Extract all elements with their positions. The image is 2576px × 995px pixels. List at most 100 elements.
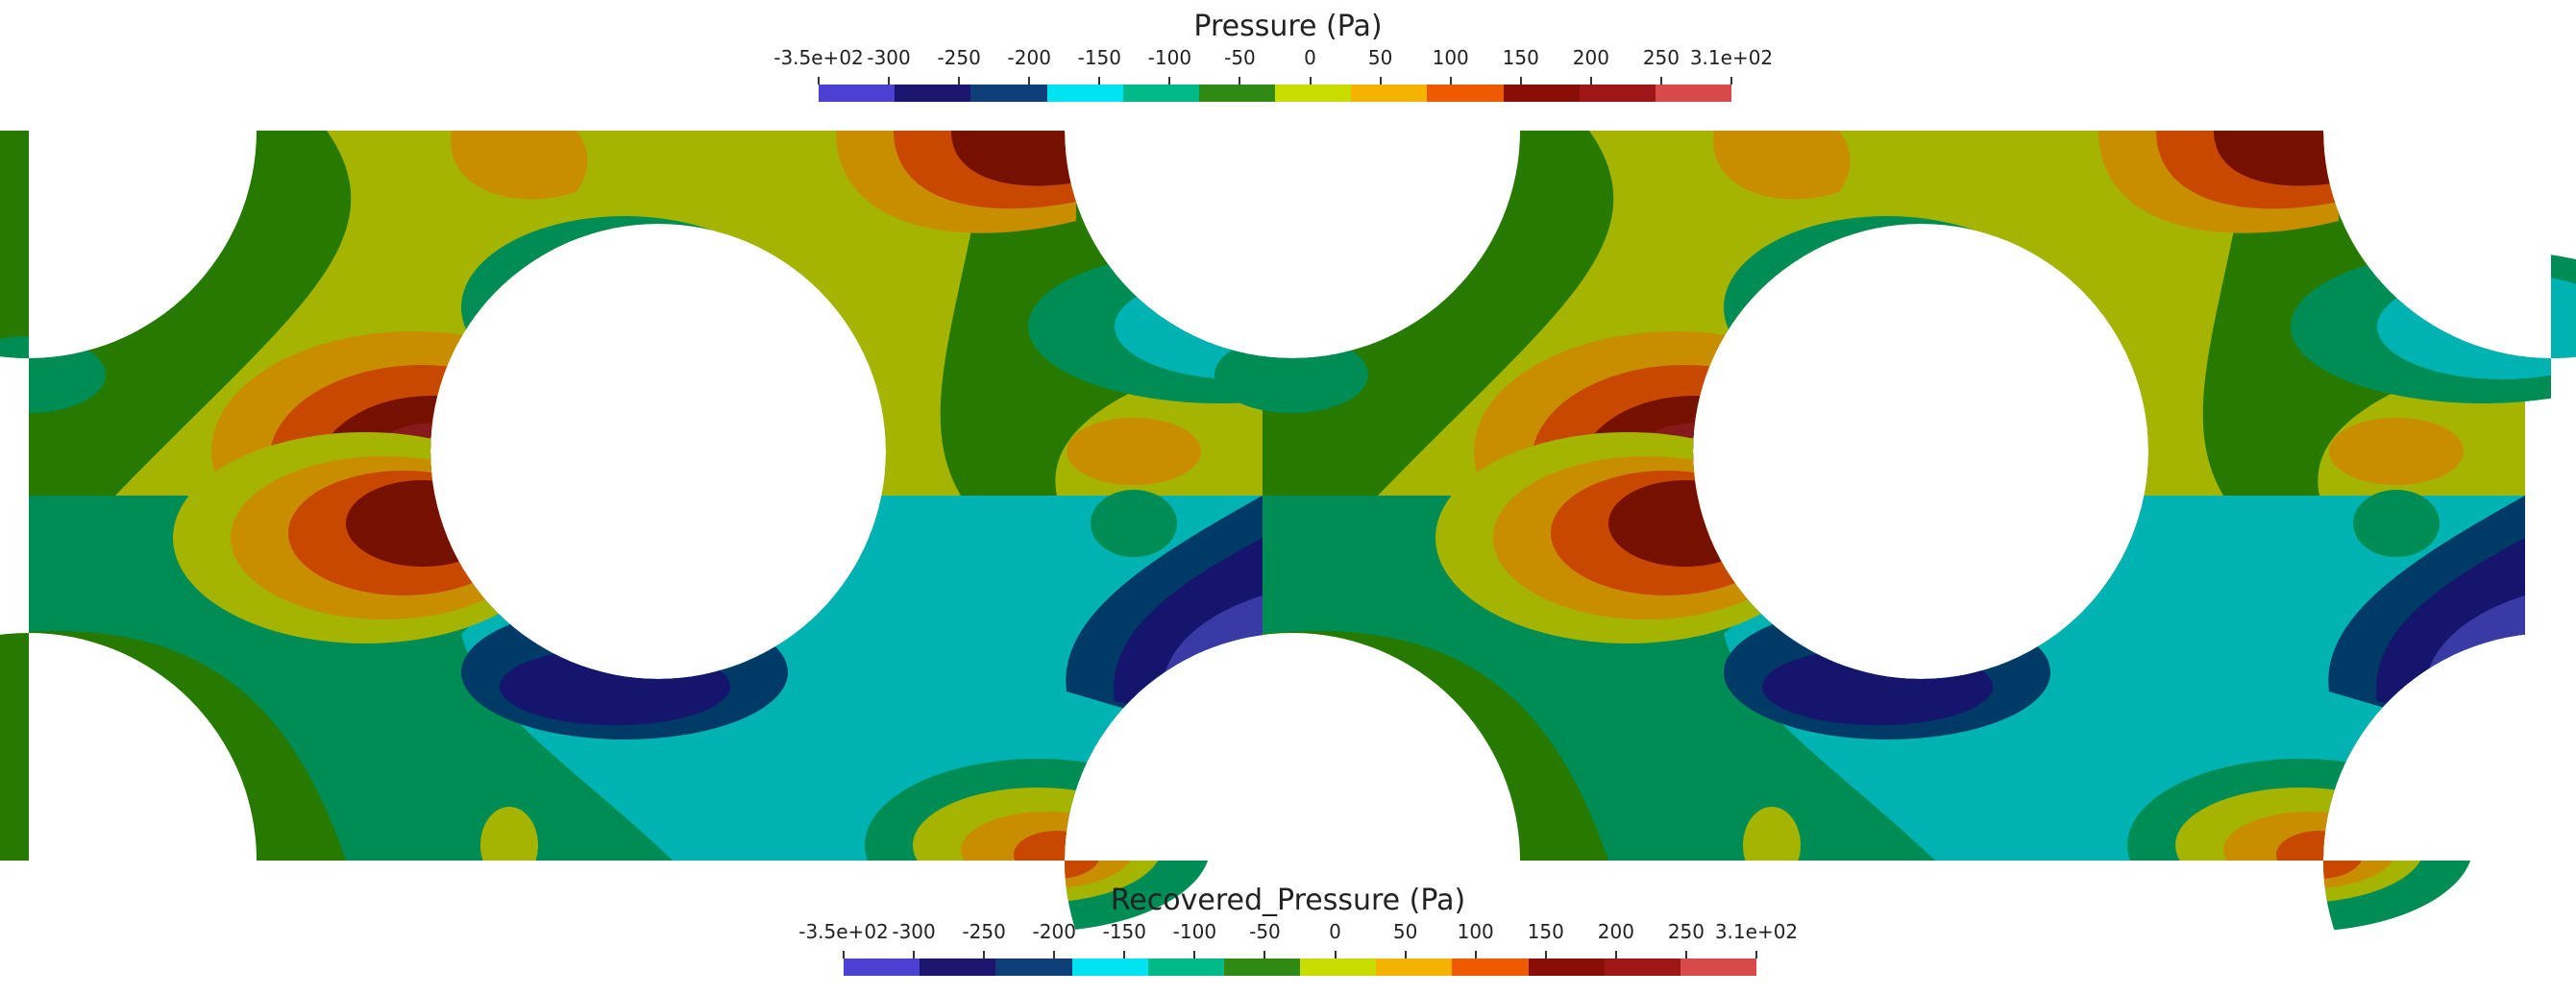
upper-teal-left xyxy=(1214,336,1368,413)
bottom-legend-tick-mark xyxy=(1053,951,1056,959)
top-colorbar xyxy=(819,85,1732,102)
bottom-colorbar-segment xyxy=(844,959,920,976)
bottom-colorbar-segment xyxy=(1452,959,1529,976)
top-legend-tick-mark xyxy=(1519,77,1522,85)
top-legend-tick-mark xyxy=(1659,77,1662,85)
top-colorbar-segment xyxy=(1655,85,1732,102)
lower-olive-spot xyxy=(1743,807,1801,884)
lower-teal-small xyxy=(1091,490,1177,557)
bottom-colorbar-segment xyxy=(1376,959,1453,976)
bottom-colorbar-segment xyxy=(1604,959,1681,976)
bottom-legend-tick-label: -300 xyxy=(892,920,936,943)
bottom-legend-tick-mark xyxy=(1193,951,1196,959)
upper-darkred-right xyxy=(951,131,1076,186)
bottom-legend-tick-label: 200 xyxy=(1597,920,1634,943)
bottom-legend-tick-label: 3.1e+02 xyxy=(1714,920,1799,943)
lower-hotspot-darkred xyxy=(346,480,500,567)
top-legend-tick-label: -300 xyxy=(867,46,911,69)
top-legend-tick-mark xyxy=(1168,77,1171,85)
top-colorbar-segment xyxy=(1046,85,1123,102)
bottom-legend-tick-label: 150 xyxy=(1527,920,1564,943)
top-colorbar-segment xyxy=(895,85,971,102)
top-legend-tick-mark xyxy=(1379,77,1382,85)
bottom-legend-tick-label: 100 xyxy=(1457,920,1494,943)
top-legend-tick-mark xyxy=(1239,77,1241,85)
bottom-legend-title: Recovered_Pressure (Pa) xyxy=(1110,884,1466,917)
top-legend-tick-label: 200 xyxy=(1572,46,1609,69)
top-colorbar-segment xyxy=(1503,85,1580,102)
bottom-colorbar-segment xyxy=(995,959,1072,976)
top-legend-tick-label: 150 xyxy=(1502,46,1539,69)
lower-orange-bottom xyxy=(1014,831,1100,879)
lower-indigo-arc xyxy=(1762,648,1993,725)
bottom-legend-tick-mark xyxy=(843,951,845,959)
lower-orange-bottom xyxy=(2276,831,2363,879)
bottom-colorbar-segment xyxy=(1223,959,1301,976)
bottom-legend-tick-mark xyxy=(1614,951,1617,959)
lower-olive-spot xyxy=(480,807,538,884)
upper-gold-top xyxy=(1713,131,1851,200)
bottom-legend-tick-label: -3.5e+02 xyxy=(798,920,889,943)
bottom-legend-tick-mark xyxy=(1263,951,1266,959)
top-legend-tick-label: -100 xyxy=(1147,46,1192,69)
top-legend-tick-label: 250 xyxy=(1642,46,1681,69)
top-legend-tick-label: -250 xyxy=(937,46,981,69)
bottom-legend-tick-label: 250 xyxy=(1667,920,1705,943)
top-colorbar-segment xyxy=(970,85,1047,102)
top-colorbar-segment xyxy=(819,85,895,102)
bottom-legend-tick-mark xyxy=(983,951,986,959)
bottom-colorbar-segment xyxy=(920,959,996,976)
bottom-legend-tick-label: -200 xyxy=(1032,920,1076,943)
top-legend-tick-label: -3.5e+02 xyxy=(773,46,864,69)
bottom-legend-tick-label: -50 xyxy=(1249,920,1281,943)
bottom-colorbar-segment xyxy=(1528,959,1605,976)
top-colorbar-segment xyxy=(1198,85,1276,102)
bottom-legend-tick-mark xyxy=(1755,951,1757,959)
top-legend-tick-mark xyxy=(818,77,820,85)
top-legend-tick-mark xyxy=(1098,77,1101,85)
bottom-colorbar-segment xyxy=(1300,959,1377,976)
top-legend-tick-mark xyxy=(1449,77,1452,85)
upper-teal-arc xyxy=(1724,216,2050,399)
lower-indigo-arc xyxy=(500,648,730,725)
bottom-legend-tick-label: -150 xyxy=(1102,920,1146,943)
upper-cyan-arc xyxy=(1781,250,2031,365)
top-colorbar-segment xyxy=(1427,85,1504,102)
top-legend-title: Pressure (Pa) xyxy=(1193,10,1383,43)
lower-teal-small xyxy=(2353,490,2440,557)
top-legend-tick-mark xyxy=(1589,77,1592,85)
top-colorbar-segment xyxy=(1122,85,1199,102)
bottom-legend-tick-mark xyxy=(1474,951,1477,959)
bottom-legend-tick-label: -250 xyxy=(962,920,1006,943)
bottom-legend-tick-label: -100 xyxy=(1172,920,1217,943)
top-color-legend: Pressure (Pa) -3.5e+02 -300 -250 -200 -150 -1… xyxy=(0,10,2576,106)
top-legend-tick-mark xyxy=(1028,77,1031,85)
upper-gold-small xyxy=(1067,418,1201,485)
bottom-colorbar-segment xyxy=(1147,959,1224,976)
upper-teal-left xyxy=(0,336,106,413)
top-legend-tick-label: -150 xyxy=(1077,46,1121,69)
bottom-legend-tick-label: 50 xyxy=(1392,920,1418,943)
lower-hotspot-darkred xyxy=(1608,480,1762,567)
top-legend-tick-label: -50 xyxy=(1224,46,1256,69)
bottom-legend-tick-mark xyxy=(1404,951,1407,959)
top-legend-tick-mark xyxy=(1730,77,1732,85)
top-legend-tick-mark xyxy=(958,77,961,85)
top-colorbar-segment xyxy=(1275,85,1352,102)
upper-gold-small xyxy=(2329,418,2464,485)
top-legend-tick-label: 100 xyxy=(1432,46,1469,69)
bottom-legend-tick-label: 0 xyxy=(1329,920,1341,943)
bottom-color-legend: Recovered_Pressure (Pa) -3.5e+02 -300 -250… xyxy=(0,884,2576,989)
top-legend-tick-label: 3.1e+02 xyxy=(1689,46,1774,69)
top-legend-tick-mark xyxy=(888,77,891,85)
upper-darkred-right xyxy=(2214,131,2339,186)
bottom-legend-tick-mark xyxy=(1684,951,1687,959)
top-legend-tick-mark xyxy=(1309,77,1312,85)
bottom-colorbar-segment xyxy=(1680,959,1757,976)
upper-cyan-arc xyxy=(519,250,769,365)
top-legend-tick-label: -200 xyxy=(1007,46,1051,69)
bottom-colorbar xyxy=(844,959,1757,976)
bottom-legend-tick-mark xyxy=(913,951,916,959)
top-colorbar-segment xyxy=(1351,85,1428,102)
